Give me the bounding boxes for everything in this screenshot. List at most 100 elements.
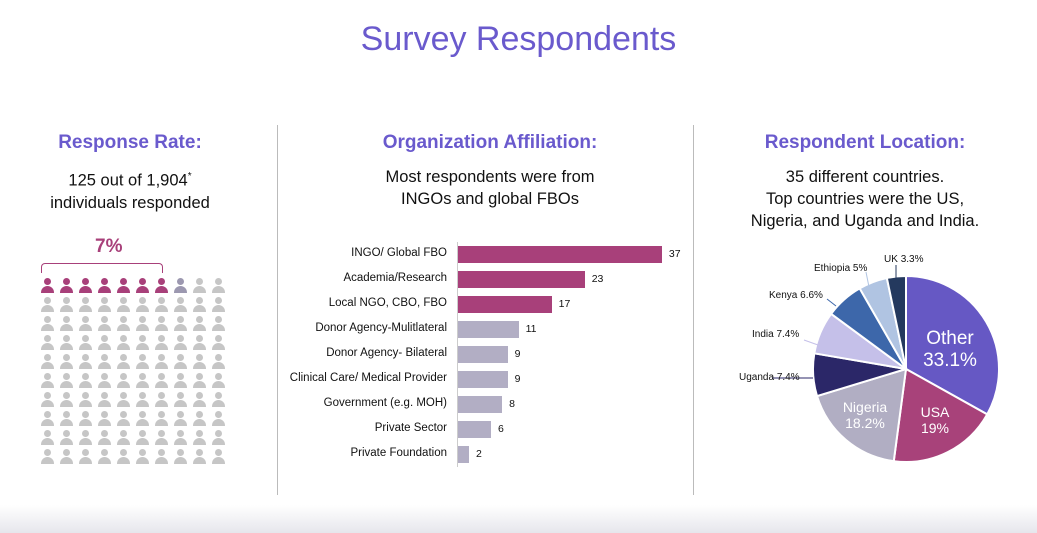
person-icon xyxy=(135,373,149,389)
person-icon xyxy=(78,449,92,465)
person-icon xyxy=(154,392,168,408)
person-icon xyxy=(211,316,225,332)
bar xyxy=(458,271,585,288)
person-icon xyxy=(154,354,168,370)
percent-label: 7% xyxy=(95,236,123,257)
person-icon xyxy=(59,373,73,389)
person-icon xyxy=(40,297,54,313)
person-icon xyxy=(173,392,187,408)
person-icon xyxy=(116,449,130,465)
person-icon xyxy=(78,373,92,389)
person-icon xyxy=(173,411,187,427)
person-icon xyxy=(135,316,149,332)
person-icon xyxy=(59,316,73,332)
person-icon xyxy=(154,373,168,389)
bar-category-label: Government (e.g. MOH) xyxy=(323,397,447,409)
person-icon xyxy=(116,316,130,332)
person-icon xyxy=(135,430,149,446)
bracket xyxy=(41,263,163,273)
person-icon xyxy=(154,430,168,446)
pie-slice-other xyxy=(905,274,1000,416)
person-icon xyxy=(211,392,225,408)
person-icon xyxy=(97,392,111,408)
person-icon xyxy=(192,335,206,351)
bar-category-label: INGO/ Global FBO xyxy=(351,247,447,259)
pie-label-kenya: Kenya 6.6% xyxy=(769,290,823,301)
subtitle-line: Most respondents were from xyxy=(385,168,595,186)
person-icon xyxy=(97,373,111,389)
person-icon xyxy=(173,430,187,446)
bar-value-label: 8 xyxy=(509,398,515,410)
response-line2: individuals responded xyxy=(50,193,210,212)
person-icon xyxy=(40,316,54,332)
affiliation-heading: Organization Affiliation: xyxy=(382,132,598,153)
person-icon xyxy=(173,316,187,332)
person-icon xyxy=(116,392,130,408)
pie-label-other: Other 33.1% xyxy=(923,328,977,371)
person-icon xyxy=(59,278,73,294)
bar-value-label: 23 xyxy=(591,273,604,285)
person-icon xyxy=(97,354,111,370)
person-icon xyxy=(154,297,168,313)
person-icon xyxy=(116,373,130,389)
person-icon xyxy=(192,278,206,294)
bar xyxy=(458,446,470,463)
person-icon xyxy=(154,449,168,465)
person-icon xyxy=(97,430,111,446)
bar-value-label: 9 xyxy=(514,373,521,385)
person-icon xyxy=(173,278,187,294)
person-icon xyxy=(173,354,187,370)
person-icon xyxy=(116,354,130,370)
pie-slice-usa xyxy=(892,367,989,463)
person-icon xyxy=(78,430,92,446)
person-icon xyxy=(173,335,187,351)
person-icon xyxy=(135,335,149,351)
person-icon xyxy=(211,449,225,465)
person-icon xyxy=(192,316,206,332)
person-icon xyxy=(173,373,187,389)
person-icon xyxy=(116,430,130,446)
person-icon xyxy=(192,354,206,370)
person-icon xyxy=(116,278,130,294)
page-title: Survey Respondents xyxy=(360,20,677,58)
person-icon xyxy=(78,278,92,294)
person-icon xyxy=(97,278,111,294)
bar xyxy=(458,421,492,438)
bar-category-label: Donor Agency- Bilateral xyxy=(326,347,447,359)
person-icon xyxy=(211,430,225,446)
person-icon xyxy=(211,335,225,351)
footnote-mark: * xyxy=(187,171,192,182)
person-icon xyxy=(97,449,111,465)
person-icon xyxy=(135,411,149,427)
bar xyxy=(458,371,508,388)
person-icon xyxy=(135,392,149,408)
bar-category-label: Local NGO, CBO, FBO xyxy=(328,297,447,309)
person-icon xyxy=(97,411,111,427)
person-icon xyxy=(192,392,206,408)
bar xyxy=(458,346,508,363)
person-icon xyxy=(154,335,168,351)
person-icon xyxy=(40,392,54,408)
bar xyxy=(458,296,552,313)
subtitle-line: Nigeria, and Uganda and India. xyxy=(750,212,980,230)
bar-category-label: Clinical Care/ Medical Provider xyxy=(289,372,447,384)
person-icon xyxy=(97,335,111,351)
person-icon xyxy=(97,297,111,313)
person-icon xyxy=(97,316,111,332)
person-icon xyxy=(135,449,149,465)
person-icon xyxy=(78,297,92,313)
person-icon xyxy=(116,411,130,427)
bar-value-label: 37 xyxy=(668,248,681,260)
subtitle-line: Top countries were the US, xyxy=(765,190,965,208)
divider xyxy=(693,125,694,495)
person-icon xyxy=(59,354,73,370)
pie-label-uganda: Uganda 7.4% xyxy=(739,372,800,383)
pie-slice-nigeria xyxy=(815,367,908,463)
response-rate-heading: Response Rate: xyxy=(58,132,202,153)
person-icon xyxy=(135,354,149,370)
person-icon xyxy=(192,449,206,465)
person-icon xyxy=(192,297,206,313)
response-rate-text: 125 out of 1,904* individuals responded xyxy=(20,166,240,214)
person-icon xyxy=(40,335,54,351)
person-icon xyxy=(211,411,225,427)
